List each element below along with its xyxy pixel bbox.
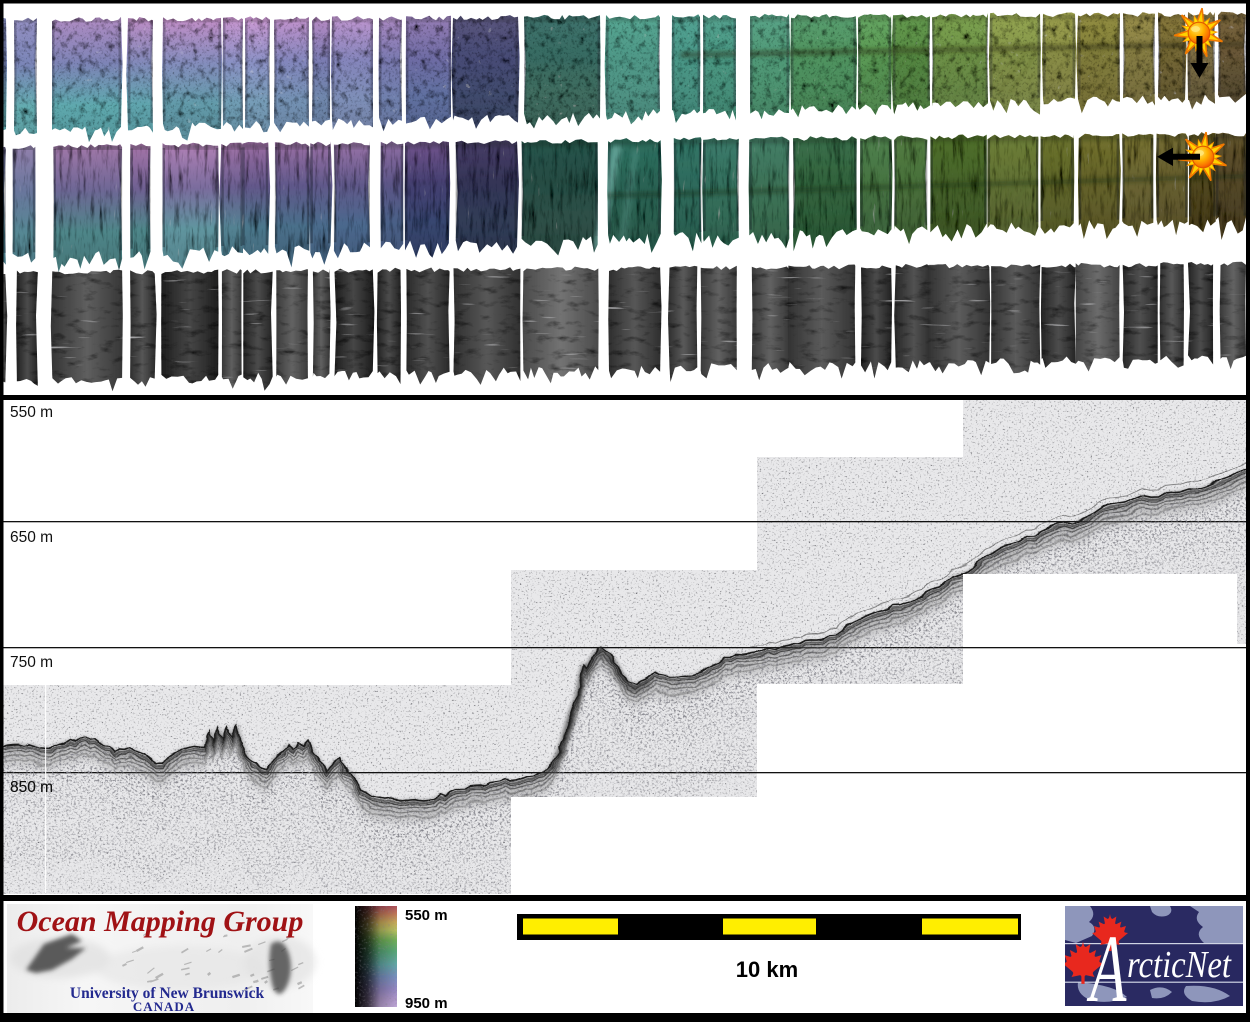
svg-text:CANADA: CANADA bbox=[133, 999, 195, 1014]
svg-text:A: A bbox=[1086, 917, 1127, 1022]
svg-text:University of New Brunswick: University of New Brunswick bbox=[70, 985, 265, 1002]
svg-text:rcticNet: rcticNet bbox=[1127, 943, 1232, 986]
svg-text:10 km: 10 km bbox=[736, 957, 798, 982]
svg-text:950 m: 950 m bbox=[405, 995, 448, 1012]
svg-text:650 m: 650 m bbox=[10, 529, 53, 546]
svg-text:Ocean Mapping Group: Ocean Mapping Group bbox=[17, 905, 304, 938]
svg-text:750 m: 750 m bbox=[10, 654, 53, 671]
svg-text:550 m: 550 m bbox=[10, 404, 53, 421]
svg-text:850 m: 850 m bbox=[10, 779, 53, 796]
svg-text:550 m: 550 m bbox=[405, 907, 448, 924]
